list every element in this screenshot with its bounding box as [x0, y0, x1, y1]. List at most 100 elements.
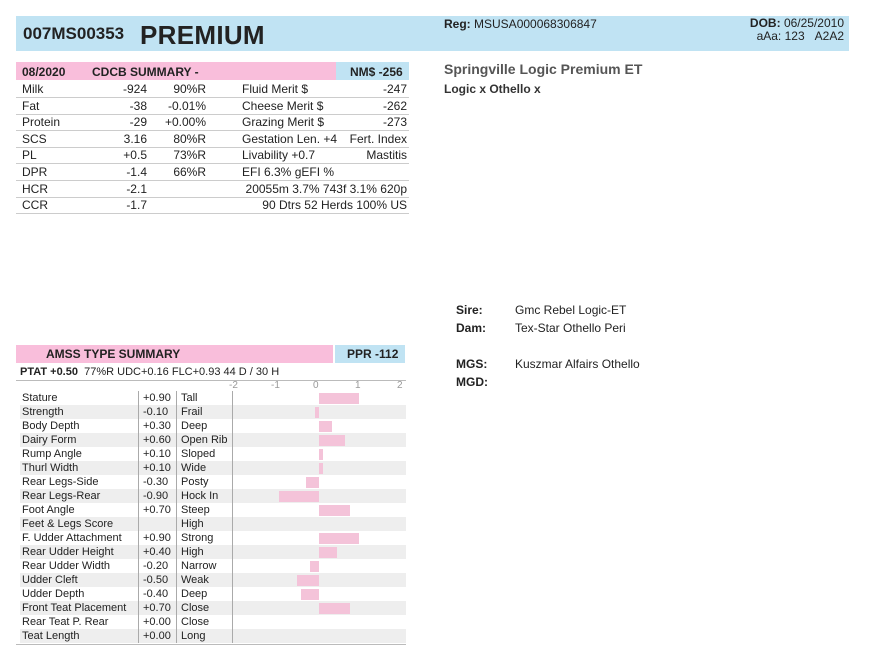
trait-name: Thurl Width [22, 462, 79, 474]
summary-cell-d: Grazing Merit $ [242, 115, 325, 130]
trait-val: +0.70 [143, 602, 171, 614]
trait-row: Udder Cleft -0.50 Weak [20, 573, 406, 587]
summary-row: HCR -2.1 20055m 3.7% 743f 3.1% 620p [16, 181, 409, 198]
trait-desc: High [181, 518, 204, 530]
trait-name: Udder Depth [22, 588, 85, 600]
animal-lineage: Logic x Othello x [444, 82, 541, 96]
trait-name: Rear Udder Width [22, 560, 111, 572]
trait-row: Rump Angle +0.10 Sloped [20, 447, 406, 461]
trait-desc: Weak [181, 574, 209, 586]
trait-desc: Deep [181, 588, 208, 600]
summary-row: Protein -29 +0.00% Grazing Merit $ -273 [16, 114, 409, 132]
trait-bar [319, 505, 350, 516]
trait-val: +0.30 [143, 420, 171, 432]
summary-cell-e: Mastitis [366, 148, 407, 163]
sire-name: Gmc Rebel Logic-ET [515, 303, 627, 317]
summary-cell-e: 20055m 3.7% 743f 3.1% 620p [245, 181, 407, 196]
summary-cell-b: -1.4 [126, 165, 147, 179]
summary-cell-a: Protein [22, 115, 61, 130]
trait-name: Stature [22, 392, 58, 404]
summary-row: Milk -924 90%R Fluid Merit $ -247 [16, 81, 409, 98]
mgs-label: MGS: [456, 357, 488, 371]
summary-cell-b: -2.1 [126, 181, 147, 196]
trait-val: +0.40 [143, 546, 171, 558]
sire-label: Sire: [456, 303, 483, 317]
header-bar: 007MS00353 PREMIUM Reg: MSUSA00006830684… [16, 16, 849, 51]
summary-cell-b: -924 [122, 82, 147, 96]
summary-cell-e: 90 Dtrs 52 Herds 100% US [262, 198, 407, 213]
dam-label: Dam: [456, 321, 487, 335]
summary-cell-e: -273 [382, 115, 407, 130]
type-summary-title: AMSS TYPE SUMMARY [46, 347, 181, 361]
trait-val: +0.90 [143, 392, 171, 404]
trait-bar [319, 533, 359, 544]
column-divider [232, 391, 233, 643]
summary-cell-e: -247 [382, 82, 407, 96]
trait-desc: Hock In [181, 490, 219, 502]
summary-row: SCS 3.16 80%R Gestation Len. +4 Fert. Index [16, 131, 409, 148]
trait-row: Feet & Legs Score High [20, 517, 406, 531]
column-divider [176, 391, 177, 643]
summary-row: Fat -38 -0.01% Cheese Merit $ -262 [16, 98, 409, 115]
ptat-details: 77%R UDC+0.16 FLC+0.93 44 D / 30 H [84, 366, 280, 378]
trait-bar [279, 491, 319, 502]
summary-row: PL +0.5 73%R Livability +0.7 Mastitis [16, 147, 409, 165]
trait-val: -0.90 [143, 490, 169, 502]
trait-desc: Open Rib [181, 434, 228, 446]
summary-cell-d: Fluid Merit $ [242, 82, 309, 96]
trait-name: Rump Angle [22, 448, 82, 460]
trait-bar [305, 477, 319, 488]
trait-name: Strength [22, 406, 64, 418]
trait-desc: Posty [181, 476, 209, 488]
trait-desc: Tall [181, 392, 198, 404]
summary-cell-a: SCS [22, 131, 47, 146]
aaa-code: aAa: 123 [756, 29, 805, 43]
trait-name: Rear Legs-Rear [22, 490, 101, 502]
summary-cell-c: 66%R [173, 165, 206, 179]
trait-name: F. Udder Attachment [22, 532, 122, 544]
trait-desc: Steep [181, 504, 210, 516]
trait-name: Front Teat Placement [22, 602, 127, 614]
summary-cell-a: DPR [22, 165, 48, 179]
summary-cell-d: EFI 6.3% gEFI % [242, 165, 335, 179]
trait-bar [310, 561, 319, 572]
trait-name: Rear Legs-Side [22, 476, 99, 488]
trait-desc: Frail [181, 406, 203, 418]
summary-cell-e: -262 [382, 98, 407, 113]
trait-row: Rear Legs-Rear -0.90 Hock In [20, 489, 406, 503]
summary-cell-a: Milk [22, 82, 44, 96]
summary-cell-c: 80%R [173, 131, 206, 146]
dob-value: 06/25/2010 [783, 16, 844, 30]
trait-row: Teat Length +0.00 Long [20, 629, 406, 643]
trait-row: Strength -0.10 Frail [20, 405, 406, 419]
axis-tick-label: 1 [355, 380, 361, 391]
mgd-label: MGD: [456, 375, 488, 389]
trait-name: Udder Cleft [22, 574, 78, 586]
trait-desc: Narrow [181, 560, 217, 572]
trait-bar [314, 407, 319, 418]
summary-row: CCR -1.7 90 Dtrs 52 Herds 100% US [16, 197, 409, 215]
dob-block: DOB: 06/25/2010 aAa: 123 A2A2 [750, 17, 844, 43]
trait-val: -0.10 [143, 406, 169, 418]
dam-name: Tex-Star Othello Peri [515, 321, 626, 335]
summary-row: DPR -1.4 66%R EFI 6.3% gEFI % [16, 164, 409, 181]
summary-cell-b: 3.16 [123, 131, 147, 146]
trait-bar [319, 393, 359, 404]
summary-cell-c: +0.00% [164, 115, 206, 130]
trait-row: Rear Udder Width -0.20 Narrow [20, 559, 406, 573]
axis-tick-label: 2 [397, 380, 403, 391]
trait-row: Rear Teat P. Rear +0.00 Close [20, 615, 406, 629]
animal-name: PREMIUM [140, 20, 265, 50]
trait-desc: Close [181, 616, 210, 628]
trait-row: Thurl Width +0.10 Wide [20, 461, 406, 475]
trait-name: Feet & Legs Score [22, 518, 114, 530]
summary-cell-a: PL [22, 148, 37, 163]
ppr-value: PPR -112 [347, 347, 399, 361]
summary-cell-d: Livability +0.7 [242, 148, 316, 163]
summary-title: CDCB SUMMARY - [92, 65, 199, 79]
trait-bar [319, 435, 346, 446]
summary-cell-d: Cheese Merit $ [242, 98, 324, 113]
trait-val: +0.90 [143, 532, 171, 544]
trait-row: Rear Udder Height +0.40 High [20, 545, 406, 559]
trait-val: +0.70 [143, 504, 171, 516]
